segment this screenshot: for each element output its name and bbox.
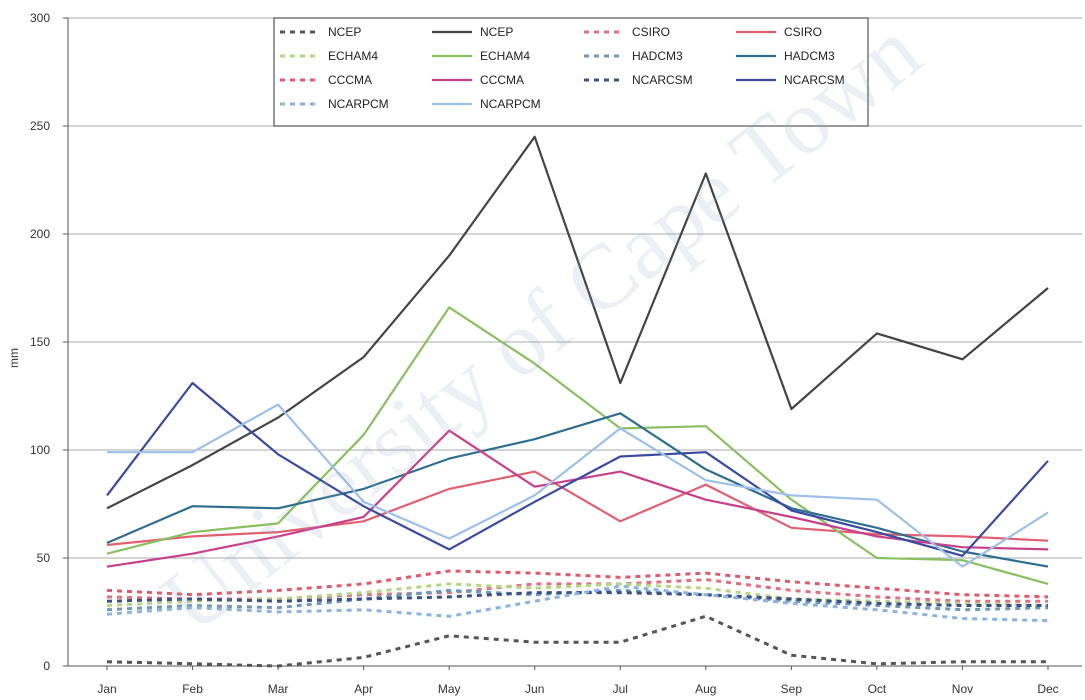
series-line-echam4-dashed <box>106 582 1049 607</box>
x-tick-label: Mar <box>268 682 289 696</box>
x-tick-label: May <box>438 682 461 696</box>
legend-label: NCARCSM <box>632 73 693 87</box>
y-tick-labels: 0 50 100 150 200 250 300 <box>30 11 68 673</box>
series-line-csiro-solid <box>106 470 1049 547</box>
y-tick-label: 50 <box>37 551 51 565</box>
series-line-echam4-solid <box>106 306 1049 585</box>
x-tick-label: Apr <box>354 682 373 696</box>
x-tick-label: Feb <box>182 682 203 696</box>
x-tick-label: Sep <box>781 682 803 696</box>
series-line-ncarpcm-dashed <box>106 584 1049 623</box>
legend-label: CSIRO <box>784 25 822 39</box>
legend-label: CCCMA <box>328 73 372 87</box>
x-tick-label: Jun <box>525 682 544 696</box>
legend-label: HADCM3 <box>632 49 683 63</box>
y-tick-label: 250 <box>30 119 50 133</box>
x-tick-label: Aug <box>695 682 716 696</box>
legend-box <box>273 17 869 127</box>
x-tick-label: Jan <box>97 682 116 696</box>
x-tick-labels: Jan Feb Mar Apr May Jun Jul Aug Sep Oct Nov Dec <box>97 666 1059 696</box>
legend-label: ECHAM4 <box>328 49 378 63</box>
chart-legend: NCEP NCEP CSIRO CSIRO ECHAM4 ECHAM4 HADCM3 HADC… <box>273 17 869 127</box>
x-tick-label: Dec <box>1037 682 1058 696</box>
series-line-cccma-dashed <box>106 569 1049 599</box>
legend-label: CCCMA <box>480 73 524 87</box>
x-tick-label: Oct <box>868 682 887 696</box>
legend-label: NCEP <box>328 25 361 39</box>
x-tick-label: Jul <box>613 682 628 696</box>
series-line-ncarpcm-solid <box>107 403 1049 568</box>
chart-series <box>106 135 1049 668</box>
x-tick-label: Nov <box>952 682 973 696</box>
legend-label: NCARPCM <box>480 97 541 111</box>
series-line-csiro-dashed <box>106 578 1048 603</box>
y-tick-label: 0 <box>43 659 50 673</box>
y-axis-label: mm <box>7 348 21 368</box>
legend-label: HADCM3 <box>784 49 835 63</box>
y-tick-label: 100 <box>30 443 50 457</box>
series-line-hadcm3-solid <box>106 412 1049 568</box>
legend-label: NCARPCM <box>328 97 389 111</box>
series-line-ncarcsm-solid <box>106 381 1049 557</box>
series-line-ncep-dashed <box>106 614 1048 668</box>
y-tick-label: 200 <box>30 227 50 241</box>
legend-label: NCARCSM <box>784 73 845 87</box>
legend-label: ECHAM4 <box>480 49 530 63</box>
legend-label: NCEP <box>480 25 513 39</box>
legend-label: CSIRO <box>632 25 670 39</box>
series-line-ncep-solid <box>106 135 1049 510</box>
y-tick-label: 150 <box>30 335 50 349</box>
y-tick-label: 300 <box>30 11 50 25</box>
